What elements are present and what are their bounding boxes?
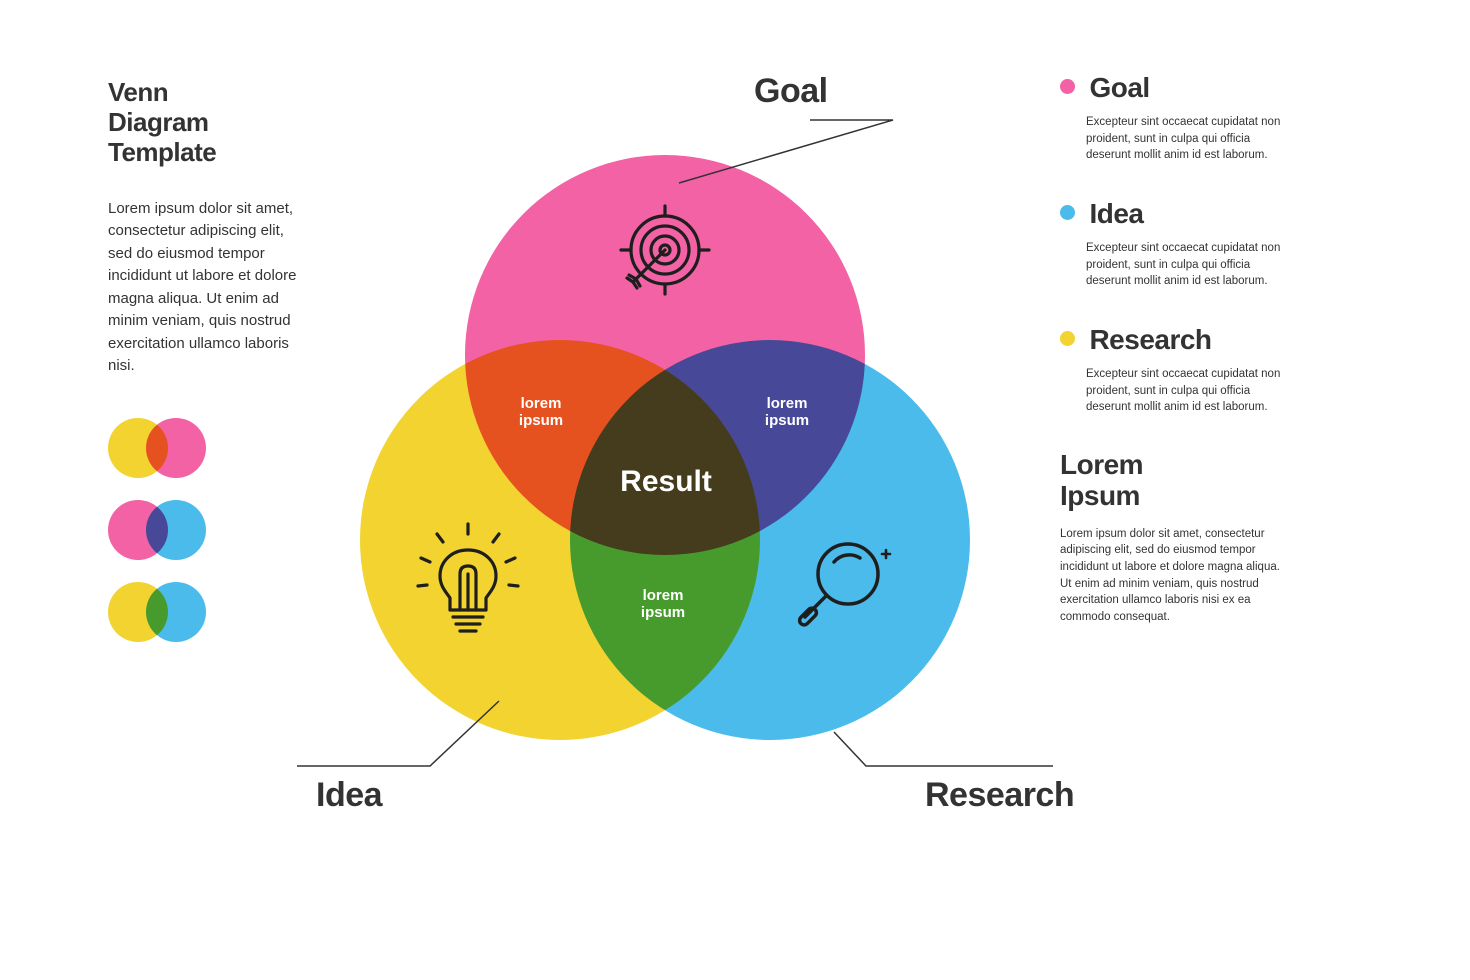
legend-dot [1060, 205, 1075, 220]
legend-title: Idea [1089, 198, 1143, 230]
legend-desc: Excepteur sint occaecat cupidatat non pr… [1060, 240, 1290, 290]
outer-label-research: Research [925, 776, 1074, 815]
legend-item-idea: Idea Excepteur sint occaecat cupidatat n… [1060, 198, 1290, 290]
legend-dot [1060, 79, 1075, 94]
legend-title: Research [1089, 324, 1211, 356]
extra-heading: LoremIpsum [1060, 450, 1290, 512]
legend-item-research: Research Excepteur sint occaecat cupidat… [1060, 324, 1290, 416]
legend-title: Goal [1089, 72, 1149, 104]
extra-desc: Lorem ipsum dolor sit amet, consectetur … [1060, 526, 1290, 626]
legend-desc: Excepteur sint occaecat cupidatat non pr… [1060, 366, 1290, 416]
legend-dot [1060, 331, 1075, 346]
right-column: Goal Excepteur sint occaecat cupidatat n… [1060, 72, 1290, 626]
legend-desc: Excepteur sint occaecat cupidatat non pr… [1060, 114, 1290, 164]
right-extra: LoremIpsum Lorem ipsum dolor sit amet, c… [1060, 450, 1290, 626]
legend-item-goal: Goal Excepteur sint occaecat cupidatat n… [1060, 72, 1290, 164]
